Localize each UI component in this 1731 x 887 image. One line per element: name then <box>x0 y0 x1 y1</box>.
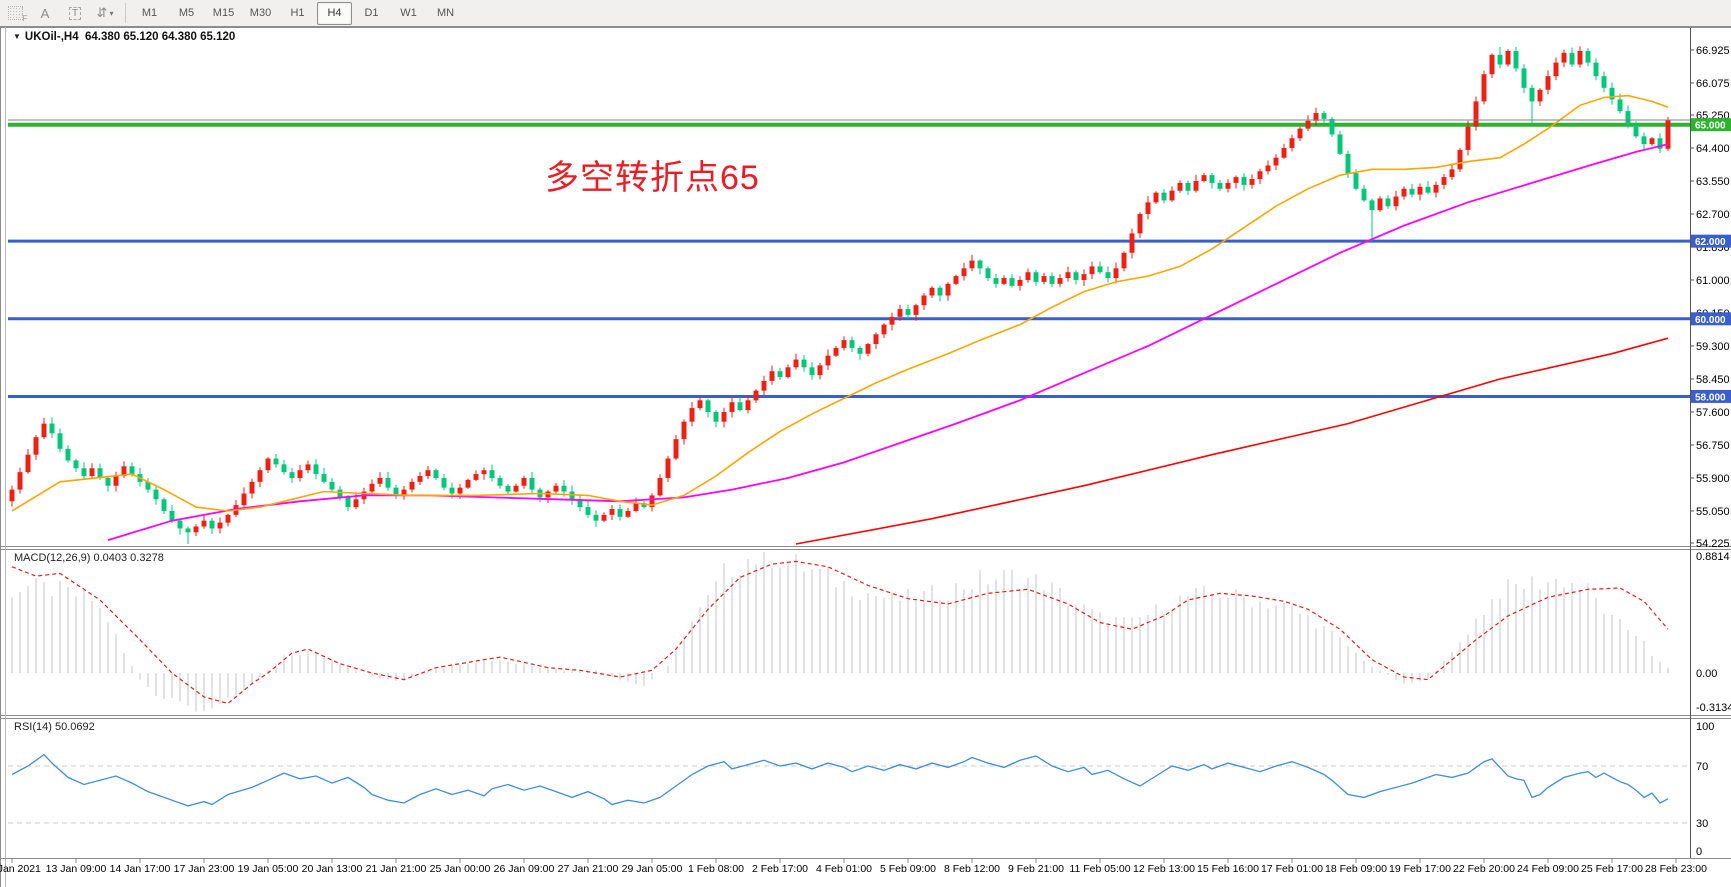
svg-text:62.000: 62.000 <box>1695 237 1726 248</box>
toolbar-separator <box>125 3 126 23</box>
svg-text:22 Feb 20:00: 22 Feb 20:00 <box>1453 863 1515 875</box>
svg-text:20 Jan 13:00: 20 Jan 13:00 <box>302 863 363 875</box>
svg-text:55.050: 55.050 <box>1696 506 1730 518</box>
rsi-indicator-label: RSI(14) 50.0692 <box>14 721 95 733</box>
svg-text:17 Feb 01:00: 17 Feb 01:00 <box>1261 863 1323 875</box>
svg-text:100: 100 <box>1696 721 1714 733</box>
svg-text:24 Feb 09:00: 24 Feb 09:00 <box>1517 863 1579 875</box>
chart-title: ▼ UKOil-,H4 64.380 65.120 64.380 65.120 <box>13 31 235 43</box>
svg-text:30: 30 <box>1696 818 1708 830</box>
timeframe-button-w1[interactable]: W1 <box>400 7 417 19</box>
svg-text:9 Feb 21:00: 9 Feb 21:00 <box>1008 863 1064 875</box>
svg-text:0.8814: 0.8814 <box>1696 551 1730 563</box>
svg-text:66.075: 66.075 <box>1696 78 1730 90</box>
svg-text:8 Feb 12:00: 8 Feb 12:00 <box>944 863 1000 875</box>
font-icon[interactable]: A <box>40 5 50 21</box>
timeframe-buttons: M1 M5 M15 M30 H1 H4 D1 W1 MN <box>131 1 464 25</box>
timeframe-button-m15[interactable]: M15 <box>212 7 235 19</box>
chart-ohlc-values: 64.380 65.120 64.380 65.120 <box>84 31 236 43</box>
svg-text:13 Jan 09:00: 13 Jan 09:00 <box>46 863 107 875</box>
svg-text:29 Jan 05:00: 29 Jan 05:00 <box>622 863 683 875</box>
timeframe-button-m30[interactable]: M30 <box>249 7 272 19</box>
svg-text:56.750: 56.750 <box>1696 440 1730 452</box>
svg-text:65.000: 65.000 <box>1695 121 1726 132</box>
svg-text:15 Feb 16:00: 15 Feb 16:00 <box>1197 863 1259 875</box>
svg-text:28 Feb 23:00: 28 Feb 23:00 <box>1645 863 1707 875</box>
svg-text:54.225: 54.225 <box>1696 538 1730 550</box>
symbols-grid-icon[interactable]: F <box>1 1 29 25</box>
timeframe-button-d1[interactable]: D1 <box>364 7 379 19</box>
text-label-icon[interactable]: T <box>61 1 89 25</box>
svg-text:66.925: 66.925 <box>1696 45 1730 57</box>
timeframe-button-h1[interactable]: H1 <box>290 7 305 19</box>
timeframe-button-m5[interactable]: M5 <box>178 7 195 19</box>
svg-text:62.700: 62.700 <box>1696 209 1730 221</box>
svg-text:60.000: 60.000 <box>1695 315 1726 326</box>
svg-text:70: 70 <box>1696 761 1708 773</box>
chart-symbol-period: UKOil-,H4 <box>24 31 79 43</box>
svg-text:21 Jan 21:00: 21 Jan 21:00 <box>366 863 427 875</box>
chart-text-annotation[interactable]: 多空转折点65 <box>545 159 760 197</box>
chevron-down-icon[interactable]: ▾ <box>109 8 114 18</box>
svg-text:0: 0 <box>1696 846 1702 858</box>
svg-text:57.600: 57.600 <box>1696 407 1730 419</box>
toolbar: F A T ⇵ ▾ M1 M5 M15 M30 H1 H4 D1 W1 MN <box>0 0 1731 27</box>
svg-text:0.00: 0.00 <box>1696 668 1717 680</box>
svg-text:27 Jan 21:00: 27 Jan 21:00 <box>558 863 619 875</box>
timeframe-button-m1[interactable]: M1 <box>141 7 158 19</box>
svg-text:11 Feb 05:00: 11 Feb 05:00 <box>1069 863 1130 875</box>
svg-text:1 Feb 08:00: 1 Feb 08:00 <box>688 863 744 875</box>
macd-indicator-label: MACD(12,26,9) 0.0403 0.3278 <box>14 552 164 564</box>
svg-text:25 Feb 17:00: 25 Feb 17:00 <box>1581 863 1643 875</box>
svg-text:26 Jan 09:00: 26 Jan 09:00 <box>494 863 555 875</box>
svg-text:18 Feb 09:00: 18 Feb 09:00 <box>1325 863 1387 875</box>
svg-text:19 Feb 17:00: 19 Feb 17:00 <box>1389 863 1451 875</box>
svg-text:4 Feb 01:00: 4 Feb 01:00 <box>816 863 872 875</box>
svg-text:55.900: 55.900 <box>1696 473 1730 485</box>
svg-text:58.000: 58.000 <box>1695 392 1726 403</box>
svg-text:25 Jan 00:00: 25 Jan 00:00 <box>430 863 491 875</box>
svg-text:2 Feb 17:00: 2 Feb 17:00 <box>752 863 808 875</box>
svg-text:61.000: 61.000 <box>1696 275 1730 287</box>
svg-text:59.300: 59.300 <box>1696 341 1730 353</box>
svg-text:58.450: 58.450 <box>1696 374 1730 386</box>
svg-text:14 Jan 17:00: 14 Jan 17:00 <box>110 863 171 875</box>
crosshair-arrows-icon[interactable]: ⇵ ▾ <box>96 5 114 20</box>
svg-text:19 Jan 05:00: 19 Jan 05:00 <box>238 863 299 875</box>
svg-text:12 Feb 13:00: 12 Feb 13:00 <box>1133 863 1195 875</box>
svg-text:12 Jan 2021: 12 Jan 2021 <box>0 863 41 875</box>
timeframe-button-h4[interactable]: H4 <box>317 1 352 25</box>
svg-text:64.400: 64.400 <box>1696 143 1730 155</box>
svg-text:5 Feb 09:00: 5 Feb 09:00 <box>880 863 936 875</box>
svg-text:17 Jan 23:00: 17 Jan 23:00 <box>174 863 235 875</box>
svg-text:-0.3134: -0.3134 <box>1696 702 1731 714</box>
timeframe-button-mn[interactable]: MN <box>436 7 455 19</box>
chart-dropdown-icon[interactable]: ▼ <box>13 32 21 41</box>
svg-text:63.550: 63.550 <box>1696 176 1730 188</box>
